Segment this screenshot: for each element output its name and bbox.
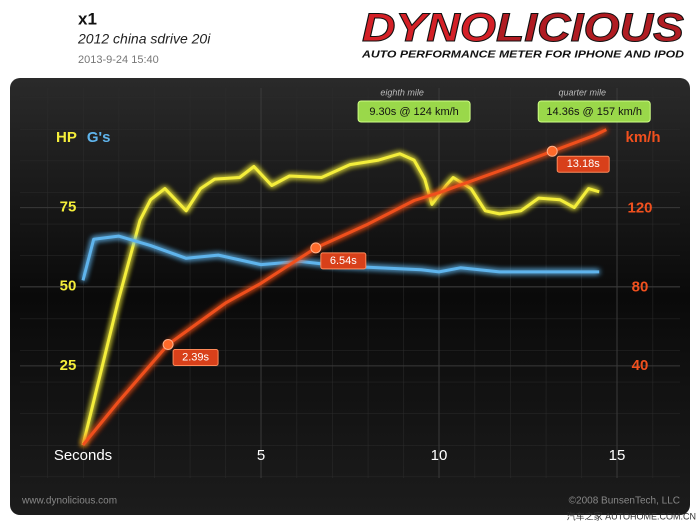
logo-part: DYNO [362, 6, 496, 50]
x-tick-label: 5 [257, 447, 265, 464]
logo: DYNO LICIOUS [362, 6, 684, 50]
time-marker-label: 6.54s [330, 255, 357, 267]
footer-left: www.dynolicious.com [21, 496, 117, 507]
title: x1 [78, 9, 97, 28]
plot: Seconds 5 10 15 25 50 75 40 80 120 HP G's km/h eighth… [20, 87, 680, 478]
series-name: HP [56, 129, 77, 146]
y-tick-label: 75 [60, 199, 77, 216]
y2-tick-label: 120 [627, 199, 652, 216]
milestone-box [357, 100, 471, 123]
y2-tick-label: 80 [632, 278, 649, 295]
footer-right: ©2008 BunsenTech, LLC [569, 496, 680, 507]
series-name: G's [87, 129, 111, 146]
logo-tagline: AUTO PERFORMANCE METER FOR IPHONE AND IP… [361, 50, 684, 61]
time-marker [162, 338, 174, 350]
time-marker-box [556, 155, 610, 173]
series-line [81, 234, 600, 281]
series-line [81, 152, 600, 446]
time-marker-label: 13.18s [567, 158, 601, 170]
series-name: km/h [625, 129, 660, 146]
milestone-label: 14.36s @ 157 km/h [546, 106, 642, 118]
time-marker-box [320, 252, 367, 270]
x-tick-label: 15 [609, 447, 626, 464]
time-marker-label: 2.39s [182, 351, 209, 363]
time-marker [546, 145, 558, 157]
watermark: 汽车之家 AUTOHOME.COM.CN [567, 510, 696, 521]
milestone-label: 9.30s @ 124 km/h [369, 106, 458, 118]
milestone-name: quarter mile [558, 87, 606, 97]
y2-tick-label: 40 [632, 357, 649, 374]
subtitle: 2012 china sdrive 20i [77, 31, 211, 47]
milestone-box [537, 100, 651, 123]
milestone-name: eighth mile [380, 87, 424, 97]
date: 2013-9-24 15:40 [78, 54, 159, 66]
x-tick-label: 10 [431, 447, 448, 464]
x-axis-label: Seconds [54, 447, 112, 464]
time-marker-box [172, 348, 219, 366]
logo-part: LICIOUS [496, 6, 684, 50]
grid-background [20, 88, 680, 478]
y-tick-label: 50 [60, 278, 77, 295]
y-tick-label: 25 [60, 357, 77, 374]
time-marker [310, 242, 322, 254]
